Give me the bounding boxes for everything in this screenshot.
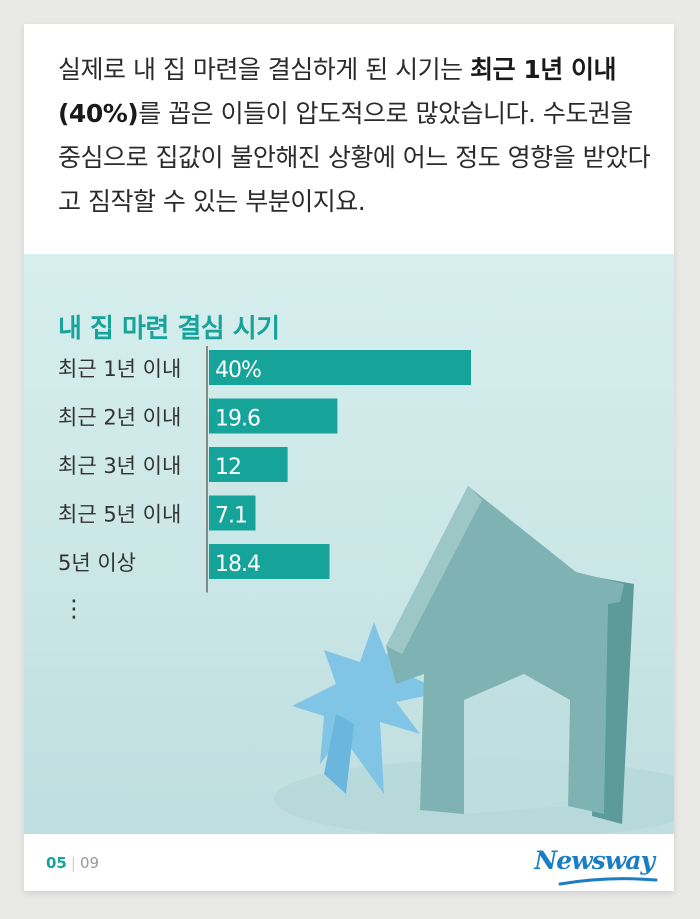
chart-category-label: 최근 2년 이내 xyxy=(58,406,181,430)
paper-house-illustration xyxy=(274,486,674,834)
card: 실제로 내 집 마련을 결심하게 된 시기는 최근 1년 이내(40%)를 꼽은… xyxy=(24,24,674,891)
chart-bar xyxy=(209,495,256,531)
brand-logo: Newsway xyxy=(534,846,655,875)
bar-chart: 최근 1년 이내 40% 최근 2년 이내 19.6 최근 3년 이내 12 최근 5년 이… xyxy=(58,346,471,623)
intro-highlight: 최근 1년 이내(40%) xyxy=(58,55,616,128)
chart-value-label: 12 xyxy=(215,455,241,480)
page-separator: | xyxy=(70,854,76,872)
chart-category-label: 최근 5년 이내 xyxy=(58,503,181,527)
chart-value-label: 19.6 xyxy=(215,407,260,432)
chart-bar xyxy=(209,350,471,385)
chart-value-label: 40% xyxy=(215,358,261,383)
footer: 05 | 09 Newsway xyxy=(24,834,674,891)
intro-text-2: 를 꼽은 이들이 압도적으로 많았습니다. 수도권을 중심으로 집값이 불안해진… xyxy=(58,99,651,216)
chart-bar xyxy=(209,447,288,482)
page-total: 09 xyxy=(79,854,100,872)
chart-category-label: 5년 이상 xyxy=(58,551,136,575)
intro-section: 실제로 내 집 마련을 결심하게 된 시기는 최근 1년 이내(40%)를 꼽은… xyxy=(24,24,674,254)
brand-swoosh-icon xyxy=(558,877,658,886)
chart-value-label: 7.1 xyxy=(215,504,247,529)
page-indicator: 05 | 09 xyxy=(46,854,99,872)
intro-paragraph: 실제로 내 집 마련을 결심하게 된 시기는 최근 1년 이내(40%)를 꼽은… xyxy=(58,48,658,224)
chart-value-label: 18.4 xyxy=(215,552,260,577)
intro-text-1: 실제로 내 집 마련을 결심하게 된 시기는 xyxy=(58,55,471,84)
chart-photo-area: 내 집 마련 결심 시기 최근 1년 이내 40% 최근 2년 이내 19.6 최근 3… xyxy=(24,254,674,834)
page-current: 05 xyxy=(46,854,67,872)
chart-continuation-marker: ⋮ xyxy=(62,595,86,623)
chart-bar xyxy=(209,398,338,434)
chart-category-label: 최근 1년 이내 xyxy=(58,357,181,381)
chart-bar xyxy=(209,544,330,579)
chart-category-label: 최근 3년 이내 xyxy=(58,454,181,478)
chart-title: 내 집 마련 결심 시기 xyxy=(58,314,280,344)
